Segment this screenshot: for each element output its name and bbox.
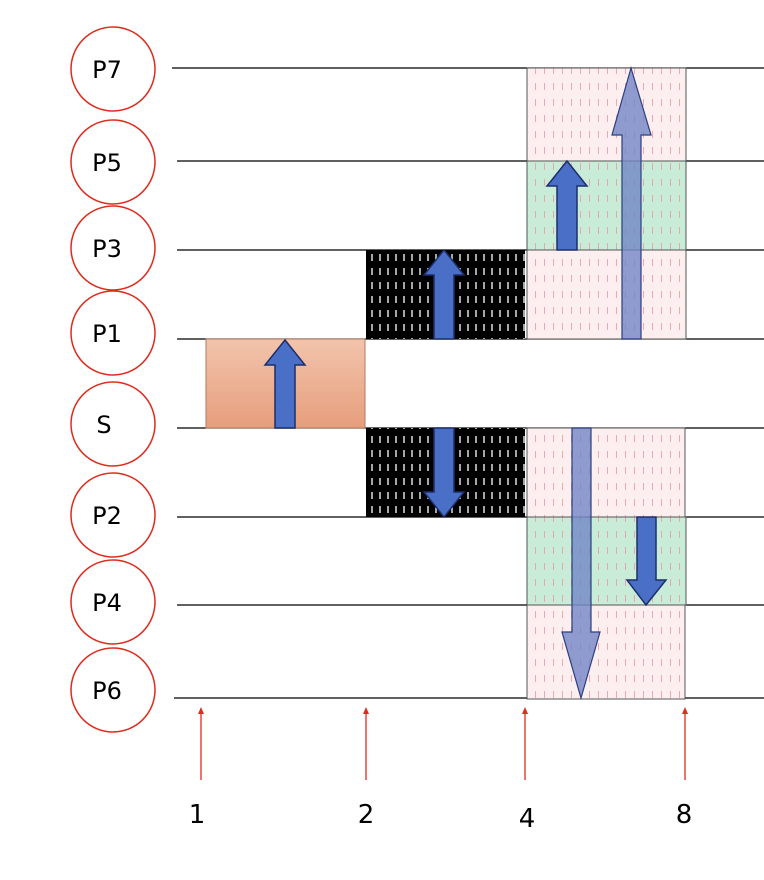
arrow-up-icon [545, 159, 589, 251]
node-p4 [70, 559, 156, 645]
arrow-down-icon [625, 516, 668, 607]
process-nodes [70, 26, 156, 733]
node-p7 [70, 26, 156, 112]
node-label-p4: P4 [92, 589, 122, 617]
node-label-p7: P7 [92, 56, 122, 84]
arrow-down-long-icon [561, 427, 601, 701]
step-ticks [198, 707, 688, 780]
node-p3 [70, 205, 156, 291]
node-label-s: S [96, 411, 111, 439]
step-label-8: 8 [676, 800, 693, 830]
step-label-2: 2 [358, 800, 375, 830]
node-p2 [70, 472, 156, 558]
node-p6 [70, 647, 156, 733]
arrow-down-icon [422, 427, 466, 519]
block-step4-upper [526, 160, 687, 251]
node-p5 [70, 119, 156, 205]
arrow-up-icon [263, 338, 307, 429]
node-s [70, 381, 156, 467]
step-label-4: 4 [519, 804, 536, 834]
tick-arrow-step8 [682, 707, 688, 780]
node-label-p3: P3 [92, 235, 122, 263]
tick-arrow-step1 [198, 707, 204, 780]
node-p1 [70, 290, 156, 376]
node-label-p6: P6 [92, 677, 122, 705]
step-labels: 1 2 4 8 [189, 800, 693, 834]
arrows [263, 65, 668, 701]
block-step4-lower [526, 516, 687, 606]
arrow-up-icon [422, 248, 466, 340]
tick-arrow-step4 [522, 707, 528, 780]
tick-arrow-step2 [363, 707, 369, 780]
node-label-p1: P1 [92, 320, 122, 348]
step-label-1: 1 [189, 800, 206, 830]
node-label-p2: P2 [92, 502, 122, 530]
arrow-up-long-icon [611, 65, 652, 340]
node-label-p5: P5 [92, 149, 122, 177]
process-node-labels: P7 P5 P3 P1 S P2 P4 P6 [92, 56, 122, 705]
